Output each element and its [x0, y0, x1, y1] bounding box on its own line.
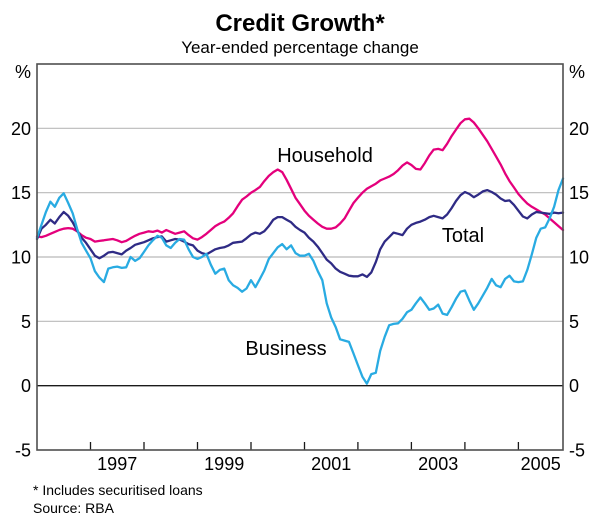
y-axis-unit-right: % — [569, 62, 585, 82]
y-tick-label-left-0: 0 — [21, 376, 31, 396]
y-axis-unit-left: % — [15, 62, 31, 82]
total-series-label: Total — [442, 225, 484, 247]
x-tick-label-2003: 2003 — [418, 454, 458, 474]
y-tick-label-left-5: 5 — [21, 312, 31, 332]
x-tick-label-1997: 1997 — [97, 454, 137, 474]
x-axis-labels-group: 1997 1999 2001 2003 2005 — [97, 454, 561, 474]
total-series-line — [35, 188, 565, 279]
gridlines-group — [37, 127, 563, 387]
y-tick-label-left--5: -5 — [15, 441, 31, 461]
x-tick-label-2001: 2001 — [311, 454, 351, 474]
x-ticks-group — [89, 442, 520, 450]
household-series-label: Household — [277, 145, 373, 167]
y-tick-label-right-10: 10 — [569, 248, 589, 268]
footnote-source: Source: RBA — [33, 500, 115, 516]
chart-title: Credit Growth* — [215, 10, 385, 37]
y-tick-label-right-0: 0 — [569, 376, 579, 396]
y-tick-label-right-15: 15 — [569, 183, 589, 203]
x-tick-label-1999: 1999 — [204, 454, 244, 474]
plot-frame — [36, 63, 564, 451]
y-tick-label-right-20: 20 — [569, 119, 589, 139]
y-tick-label-right--5: -5 — [569, 441, 585, 461]
y-tick-label-left-15: 15 — [11, 183, 31, 203]
series-lines-group — [35, 117, 565, 385]
x-tick-label-2005: 2005 — [521, 454, 561, 474]
business-series-line — [35, 177, 565, 385]
footnote-note: * Includes securitised loans — [33, 482, 203, 498]
y-axis-labels-group: 20 20 15 15 10 10 5 5 0 0 -5 -5 — [11, 119, 589, 461]
y-tick-label-right-5: 5 — [569, 312, 579, 332]
business-series-label: Business — [245, 338, 326, 360]
y-tick-label-left-20: 20 — [11, 119, 31, 139]
household-series-line — [35, 117, 565, 244]
chart-subtitle: Year-ended percentage change — [181, 38, 419, 57]
y-tick-label-left-10: 10 — [11, 248, 31, 268]
